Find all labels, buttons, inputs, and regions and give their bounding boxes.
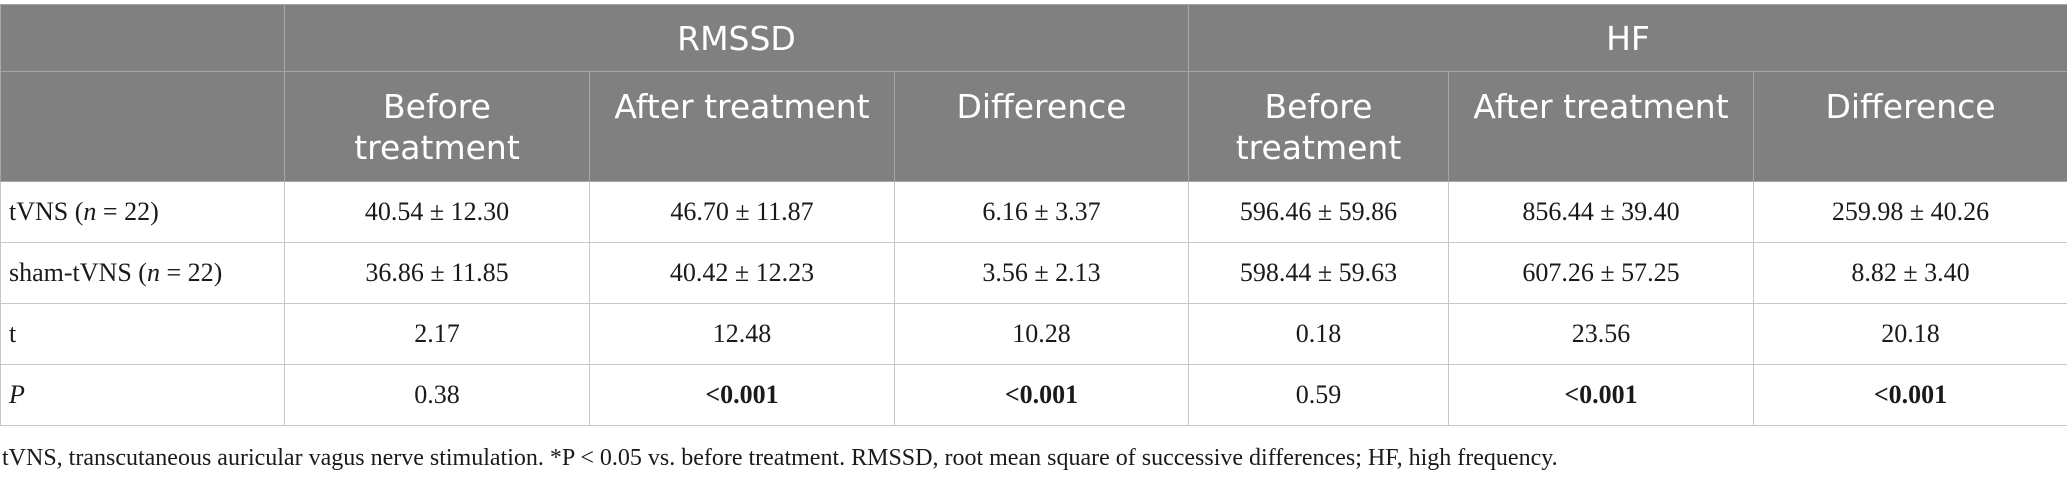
- table-footnote: tVNS, transcutaneous auricular vagus ner…: [2, 445, 1558, 471]
- table-cell: 10.28: [894, 303, 1189, 365]
- table-cell: 23.56: [1448, 303, 1754, 365]
- table-cell: 3.56 ± 2.13: [894, 242, 1189, 304]
- table-cell: 2.17: [284, 303, 590, 365]
- table-cell: 0.18: [1188, 303, 1449, 365]
- header-empty-corner: [0, 4, 285, 72]
- row-label: t: [0, 303, 285, 365]
- header-hf-before: Before treatment: [1188, 71, 1449, 182]
- header-group-rmssd: RMSSD: [284, 4, 1189, 72]
- results-table: RMSSD HF Before treatment After treatmen…: [0, 4, 2067, 426]
- table-cell-significant: <0.001: [1752, 364, 2067, 426]
- table-cell: 36.86 ± 11.85: [284, 242, 590, 304]
- table-cell: 8.82 ± 3.40: [1752, 242, 2067, 304]
- table-row: tVNS (n = 22) 40.54 ± 12.30 46.70 ± 11.8…: [0, 181, 2067, 243]
- table-cell: 12.48: [589, 303, 895, 365]
- table-cell: 6.16 ± 3.37: [894, 181, 1189, 243]
- table-cell: 259.98 ± 40.26: [1752, 181, 2067, 243]
- row-label: sham-tVNS (n = 22): [0, 242, 285, 304]
- table-cell-significant: <0.001: [589, 364, 895, 426]
- header-group-hf: HF: [1187, 4, 2067, 72]
- row-label: P: [0, 364, 285, 426]
- table-cell: 0.59: [1188, 364, 1449, 426]
- table-cell: 607.26 ± 57.25: [1448, 242, 1754, 304]
- header-hf-after: After treatment: [1448, 71, 1754, 182]
- table-cell: 20.18: [1752, 303, 2067, 365]
- header-rmssd-before: Before treatment: [284, 71, 590, 182]
- header-empty-label: [0, 71, 285, 182]
- table-cell: 40.54 ± 12.30: [284, 181, 590, 243]
- table-cell: 0.38: [284, 364, 590, 426]
- header-rmssd-after: After treatment: [589, 71, 895, 182]
- row-label: tVNS (n = 22): [0, 181, 285, 243]
- table-cell: 596.46 ± 59.86: [1188, 181, 1449, 243]
- table-cell-significant: <0.001: [894, 364, 1189, 426]
- table-cell: 598.44 ± 59.63: [1188, 242, 1449, 304]
- table-cell: 40.42 ± 12.23: [589, 242, 895, 304]
- table-cell: 856.44 ± 39.40: [1448, 181, 1754, 243]
- header-rmssd-difference: Difference: [894, 71, 1189, 182]
- table-cell-significant: <0.001: [1448, 364, 1754, 426]
- table-row: sham-tVNS (n = 22) 36.86 ± 11.85 40.42 ±…: [0, 242, 2067, 304]
- table-cell: 46.70 ± 11.87: [589, 181, 895, 243]
- header-hf-difference: Difference: [1752, 71, 2067, 182]
- table-container: RMSSD HF Before treatment After treatmen…: [0, 4, 2067, 426]
- table-row: t 2.17 12.48 10.28 0.18 23.56 20.18: [0, 303, 2067, 365]
- table-row: P 0.38 <0.001 <0.001 0.59 <0.001 <0.001: [0, 364, 2067, 426]
